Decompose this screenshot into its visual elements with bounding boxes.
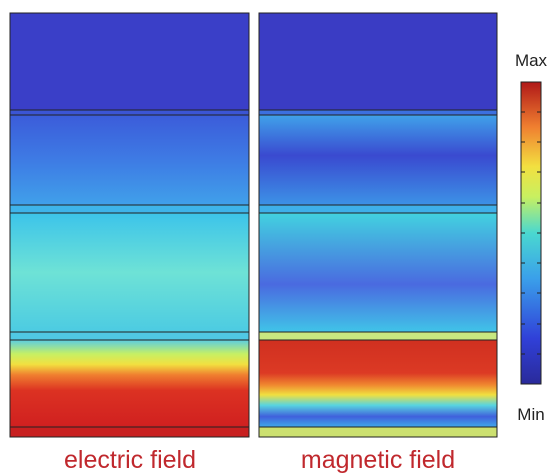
panel-label: electric field: [64, 446, 196, 474]
electric-panel: [9, 12, 250, 438]
magnetic-panel: [258, 12, 498, 438]
colorbar: Max Min: [515, 51, 548, 424]
colorbar-min-label: Min: [517, 405, 544, 424]
panel-label: magnetic field: [301, 446, 455, 474]
colorbar-max-label: Max: [515, 51, 548, 70]
